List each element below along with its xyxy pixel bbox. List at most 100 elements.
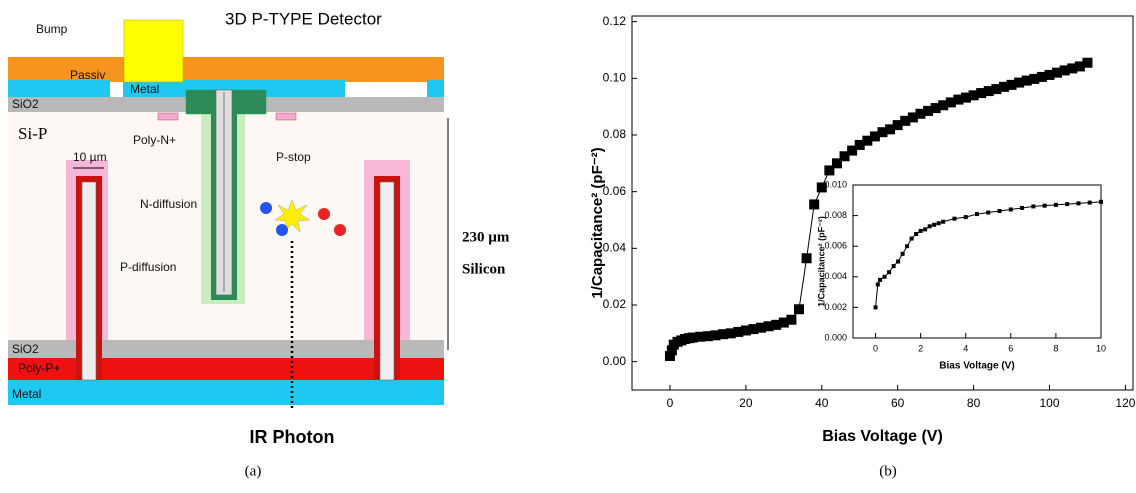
x-tick-label: 40 <box>815 396 829 410</box>
data-point <box>878 277 883 282</box>
data-point <box>854 139 865 150</box>
passivation <box>8 57 444 82</box>
label: 10 µm <box>73 150 107 164</box>
data-point <box>907 112 918 123</box>
hole <box>318 208 330 220</box>
data-point <box>1076 201 1081 206</box>
data-point <box>1042 203 1047 208</box>
data-point <box>809 199 820 210</box>
data-point <box>896 259 901 264</box>
poly-p-layer <box>8 358 444 380</box>
data-point <box>702 331 713 342</box>
y-tick-label: 0.10 <box>603 71 627 85</box>
data-point <box>1020 205 1025 210</box>
data-point <box>986 210 991 215</box>
y-tick-label: 0.002 <box>824 302 847 312</box>
label: Silicon <box>462 261 506 277</box>
y-tick-label: 0.010 <box>824 179 847 189</box>
data-point <box>1053 202 1058 207</box>
data-point <box>763 321 774 332</box>
data-point <box>952 216 957 221</box>
data-point <box>936 221 941 226</box>
data-point <box>778 317 789 328</box>
y-tick-label: 0.000 <box>824 332 847 342</box>
data-point <box>862 135 873 146</box>
metal-layer <box>427 80 444 97</box>
x-tick-label: 20 <box>739 396 753 410</box>
y-tick-label: 0.12 <box>603 14 627 28</box>
data-point <box>1074 61 1085 72</box>
data-point <box>710 330 721 341</box>
caption: (a) <box>245 463 262 479</box>
data-point <box>976 88 987 99</box>
data-point <box>927 224 932 229</box>
data-point <box>975 212 979 217</box>
data-point <box>1006 79 1017 90</box>
data-point <box>1029 73 1040 84</box>
data-point <box>887 270 892 275</box>
x-tick-label: 0 <box>667 396 674 410</box>
y-tick-label: 0.004 <box>824 271 847 281</box>
y-tick-label: 0.04 <box>603 241 627 255</box>
label: P-diffusion <box>120 260 176 274</box>
data-point <box>1099 199 1103 204</box>
data-point <box>725 328 736 339</box>
data-point <box>1036 71 1047 82</box>
data-point <box>905 244 910 249</box>
data-point <box>756 322 767 333</box>
label: Passiv <box>70 68 105 82</box>
data-point <box>839 151 850 162</box>
label: Si-P <box>18 124 47 143</box>
data-point <box>892 120 903 131</box>
data-point <box>961 92 971 103</box>
data-point <box>938 100 949 111</box>
data-point <box>1087 200 1092 205</box>
y-tick-label: 0.06 <box>603 184 627 198</box>
label: Bump <box>36 22 68 36</box>
label: IR Photon <box>250 427 335 447</box>
label: Metal <box>12 387 41 401</box>
poly-n <box>157 112 179 121</box>
data-point <box>991 84 1002 95</box>
diagram-title: 3D P-TYPE Detector <box>225 9 382 28</box>
x-tick-label: 8 <box>1053 343 1058 353</box>
data-point <box>900 251 905 256</box>
data-point <box>847 145 858 156</box>
data-point <box>914 231 919 236</box>
data-point <box>771 319 782 330</box>
data-point <box>1044 69 1055 80</box>
x-tick-label: 80 <box>967 396 981 410</box>
data-point <box>875 282 880 287</box>
data-point <box>718 329 729 340</box>
label: SiO2 <box>12 97 39 111</box>
label: Poly-N+ <box>133 133 176 147</box>
data-point <box>885 124 896 135</box>
data-point <box>869 131 880 142</box>
data-point <box>831 158 842 169</box>
label: Metal <box>130 82 159 96</box>
data-point <box>1021 75 1032 86</box>
x-axis-title: Bias Voltage (V) <box>822 428 943 445</box>
data-point <box>824 165 835 176</box>
y-tick-label: 0.00 <box>603 354 627 368</box>
data-point <box>873 305 878 310</box>
data-point <box>941 219 946 224</box>
data-point <box>816 182 827 193</box>
data-point <box>900 115 911 126</box>
data-point <box>695 331 706 342</box>
data-point <box>877 127 888 138</box>
p-stop <box>275 112 297 121</box>
y-tick-label: 0.008 <box>824 210 847 220</box>
data-point <box>909 236 914 241</box>
data-point <box>945 97 956 108</box>
metal-layer <box>123 80 345 97</box>
data-point <box>733 326 744 337</box>
data-point <box>1031 204 1036 209</box>
x-tick-label: 0 <box>873 343 878 353</box>
x-axis-title: Bias Voltage (V) <box>939 361 1014 372</box>
data-point <box>932 222 937 227</box>
data-point <box>664 351 675 361</box>
data-point <box>1067 63 1078 74</box>
data-point <box>998 81 1009 92</box>
